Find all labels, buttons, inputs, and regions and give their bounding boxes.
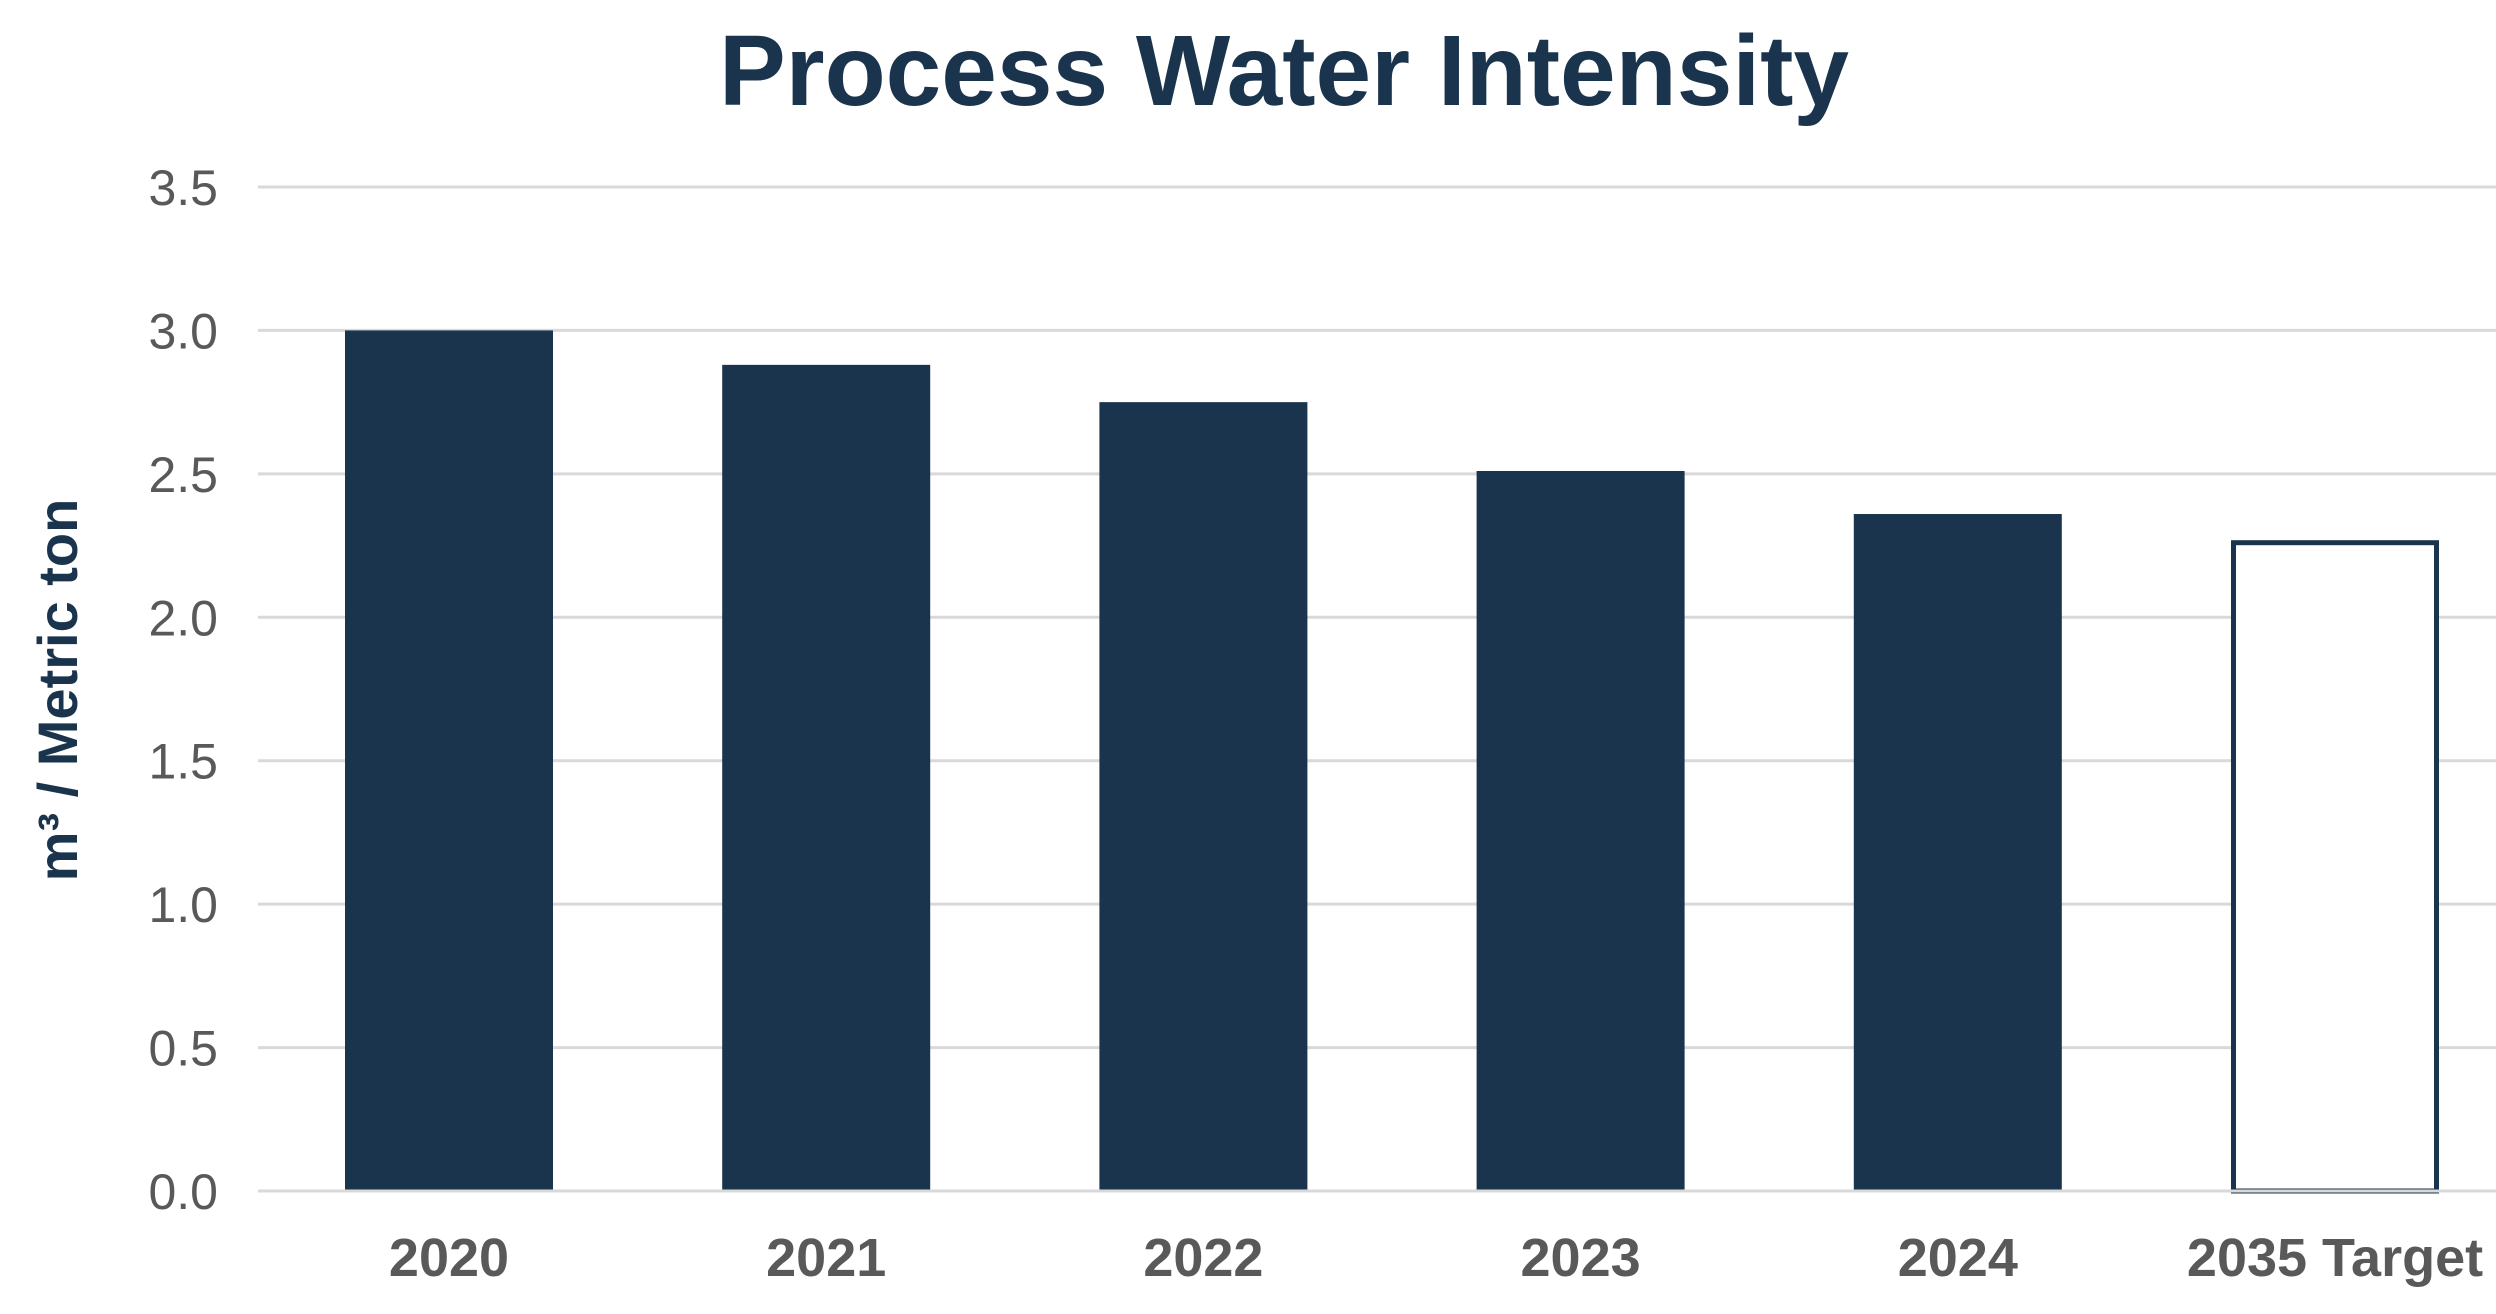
bar-2022 [1099, 402, 1308, 1192]
x-axis-tick-labels: 2020 2021 2022 2023 2024 2035 Target [389, 1228, 2483, 1288]
y-tick-label: 2.0 [148, 590, 218, 646]
x-tick-label: 2024 [1898, 1228, 2018, 1288]
y-axis-label: m³ / Metric ton [26, 499, 89, 882]
x-tick-label: 2023 [1521, 1228, 1641, 1288]
bar-2035-target [2231, 540, 2439, 1194]
y-tick-label: 3.0 [148, 303, 218, 359]
x-tick-label: 2020 [389, 1228, 509, 1288]
y-tick-label: 2.5 [148, 447, 218, 503]
bar-2023 [1476, 470, 1685, 1191]
y-tick-label: 1.0 [148, 877, 218, 933]
x-tick-label: 2022 [1143, 1228, 1263, 1288]
x-tick-label: 2035 Target [2187, 1228, 2483, 1288]
bar-2020 [345, 330, 553, 1191]
y-tick-label: 0.0 [148, 1164, 218, 1220]
chart-title: Process Water Intensity [719, 15, 1849, 127]
y-axis-tick-labels: 0.0 0.5 1.0 1.5 2.0 2.5 3.0 3.5 [148, 160, 218, 1220]
x-tick-label: 2021 [766, 1228, 886, 1288]
y-tick-label: 0.5 [148, 1021, 218, 1077]
y-tick-label: 1.5 [148, 734, 218, 790]
bar-2024 [1853, 514, 2062, 1191]
bars [345, 330, 2439, 1194]
bar-2021 [722, 364, 931, 1191]
gridlines [258, 185, 2496, 1050]
y-tick-label: 3.5 [148, 160, 218, 216]
